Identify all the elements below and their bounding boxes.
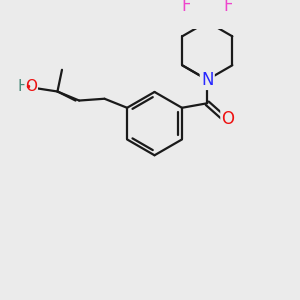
- Text: H: H: [17, 80, 29, 94]
- Text: F: F: [182, 0, 191, 15]
- Text: O: O: [25, 80, 37, 94]
- Text: F: F: [223, 0, 233, 15]
- Text: O: O: [222, 110, 235, 128]
- Text: N: N: [201, 71, 214, 89]
